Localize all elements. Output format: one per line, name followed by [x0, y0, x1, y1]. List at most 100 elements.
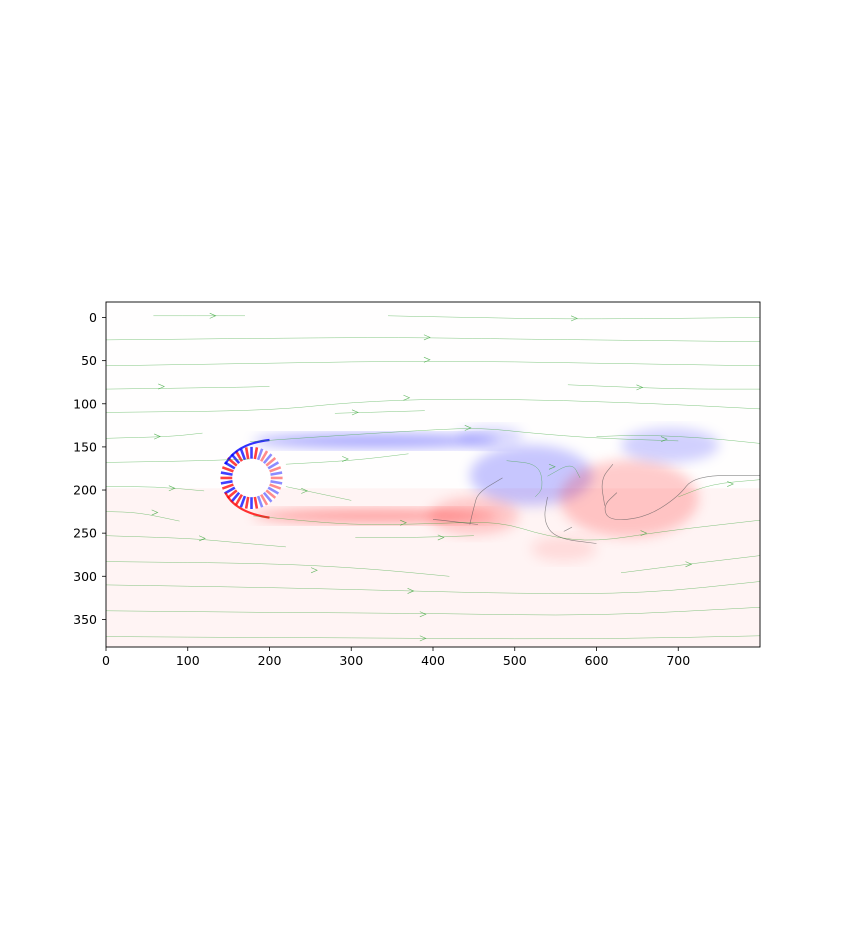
- cylinder-stripe-33: [267, 461, 280, 470]
- contour-line-2: [544, 496, 597, 544]
- contour-line-1: [432, 519, 479, 525]
- vorticity-region-4: [559, 459, 699, 538]
- streamline-18: [106, 511, 180, 522]
- x-tick-label-300: 300: [339, 653, 363, 668]
- vorticity-region-7: [531, 535, 597, 562]
- cylinder-stripe-19: [220, 471, 233, 476]
- streamline-arrow-17: [400, 519, 407, 526]
- contour-line-3: [604, 475, 760, 520]
- vorticity-region-3: [428, 496, 519, 535]
- streamline-arrow-11: [342, 456, 349, 462]
- streamline-arrow-1: [570, 315, 578, 322]
- streamline-arrow-14: [301, 488, 309, 494]
- lower-shear-edge: [224, 492, 270, 519]
- y-tick-label-100: 100: [73, 396, 97, 411]
- y-tick-label-0: 0: [89, 310, 97, 325]
- x-tick-label-400: 400: [421, 653, 445, 668]
- streamline-14: [506, 460, 543, 498]
- plot-area: [106, 302, 760, 658]
- streamline-2: [106, 337, 760, 342]
- streamline-16: [285, 486, 352, 501]
- y-tick-label-50: 50: [81, 353, 97, 368]
- streamline-3: [106, 361, 760, 367]
- y-tick-label-250: 250: [73, 526, 97, 541]
- streamline-arrow-10: [660, 436, 668, 443]
- contour-lines: [432, 464, 760, 544]
- streamline-8: [106, 432, 203, 439]
- streamline-arrow-25: [419, 635, 427, 642]
- cylinder-stripe-3: [267, 486, 280, 495]
- streamline-11: [106, 458, 250, 463]
- streamline-1: [387, 315, 760, 320]
- streamline-arrow-2: [423, 334, 431, 341]
- streamline-arrow-0: [209, 312, 217, 319]
- streamline-17: [678, 479, 760, 498]
- cylinder-stripe-25: [239, 448, 247, 461]
- streamline-arrow-18: [437, 534, 445, 541]
- x-tick-label-500: 500: [503, 653, 527, 668]
- streamline-22: [106, 561, 450, 577]
- streamline-4: [106, 386, 270, 390]
- streamline-9: [249, 428, 679, 442]
- cylinder-stripe-14: [226, 489, 238, 499]
- cylinder-stripe-4: [265, 489, 277, 499]
- streamline-arrow-20: [640, 530, 648, 537]
- streamline-arrow-24: [419, 611, 427, 618]
- cylinder-stripe-17: [220, 480, 233, 485]
- cylinder-stripe-8: [253, 496, 259, 509]
- cylinder: [220, 438, 283, 519]
- streamline-arrow-16: [151, 509, 159, 516]
- streamline-10: [596, 435, 760, 444]
- x-tick-label-700: 700: [666, 653, 690, 668]
- cylinder-stripe-11: [239, 495, 247, 508]
- cylinder-stripe-26: [244, 447, 250, 460]
- x-tick-label-600: 600: [585, 653, 609, 668]
- streamline-arrows: [151, 312, 734, 658]
- streamline-20: [106, 535, 286, 548]
- cylinder-stripe-16: [221, 483, 234, 490]
- contour-line-4: [601, 464, 614, 506]
- streamline-12: [285, 453, 409, 465]
- vorticity-region-6: [457, 426, 523, 447]
- streamline-26: [106, 635, 760, 640]
- x-tick-label-0: 0: [102, 653, 110, 668]
- cylinder-body: [220, 446, 283, 510]
- streamline-arrow-21: [310, 567, 318, 574]
- streamline-24: [106, 581, 760, 594]
- cylinder-stripe-2: [269, 483, 282, 490]
- cylinder-stripe-5: [262, 491, 273, 503]
- streamline-13: [547, 465, 581, 479]
- streamline-19: [253, 515, 760, 541]
- cylinder-stripe-20: [221, 466, 234, 473]
- streamline-arrow-9: [464, 425, 472, 431]
- x-tick-label-100: 100: [176, 653, 200, 668]
- streamline-arrow-26: [369, 653, 375, 658]
- y-tick-label-350: 350: [73, 612, 97, 627]
- streamline-arrow-6: [403, 394, 411, 401]
- streamline-arrow-5: [636, 384, 644, 391]
- streamline-arrow-8: [154, 433, 161, 440]
- y-tick-label-200: 200: [73, 483, 97, 498]
- cylinder-stripe-7: [256, 495, 264, 508]
- streamline-arrow-12: [548, 463, 556, 470]
- cylinder-stripe-29: [256, 448, 264, 461]
- streamline-arrow-22: [685, 561, 693, 568]
- streamlines: [106, 315, 760, 640]
- streamline-7: [334, 410, 425, 414]
- cylinder-stripe-6: [260, 493, 269, 506]
- cylinder-stripe-32: [265, 456, 277, 467]
- cylinder-stripe-24: [234, 450, 244, 462]
- cylinder-stripe-35: [270, 471, 283, 476]
- vorticity-field: [106, 426, 760, 647]
- y-tick-label-150: 150: [73, 439, 97, 454]
- y-axis: 0 50 100 150 200 250 300 350: [73, 310, 106, 627]
- x-tick-label-200: 200: [258, 653, 282, 668]
- streamline-arrow-23: [407, 588, 415, 594]
- cylinder-stripe-12: [234, 493, 244, 506]
- streamline-6: [106, 398, 760, 413]
- x-axis: 0 100 200 300 400 500 600 700: [102, 647, 690, 668]
- streamline-15: [106, 486, 205, 492]
- streamline-arrow-15: [727, 481, 734, 487]
- cylinder-stripe-1: [270, 480, 283, 485]
